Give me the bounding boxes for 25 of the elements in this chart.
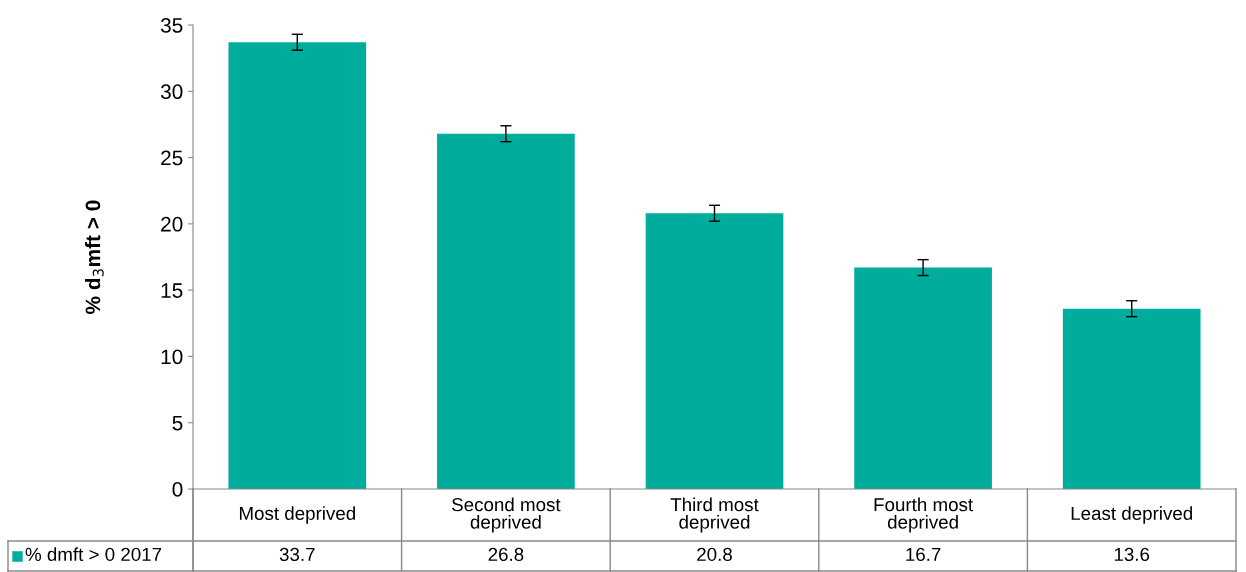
data-label: 26.8 [488, 547, 524, 562]
x-tick-label: Third most deprived [670, 497, 759, 533]
x-tick-label: Fourth most deprived [874, 497, 973, 533]
y-axis-title: % d$_{3}$mft > 0 [85, 200, 104, 314]
y-tick-label: 20 [161, 216, 183, 232]
data-label: 16.7 [906, 547, 941, 562]
bar [1062, 308, 1201, 489]
y-tick-label: 0 [172, 482, 183, 497]
y-tick-label: 5 [172, 415, 183, 431]
y-tick-label: 10 [161, 349, 183, 365]
y-tick-label: 15 [161, 283, 183, 298]
bar [437, 133, 575, 489]
x-tick-label: Least deprived [1071, 506, 1192, 524]
legend-label: % dmft > 0 2017 [25, 547, 162, 562]
bar [645, 213, 784, 489]
y-tick-label: 30 [160, 84, 183, 100]
data-label: 20.8 [697, 547, 732, 562]
y-tick-label: 25 [161, 150, 183, 166]
y-tick-label: 35 [160, 18, 183, 33]
x-tick-label: Most deprived [239, 506, 355, 524]
data-label: 13.6 [1114, 547, 1150, 562]
data-label: 33.7 [279, 547, 315, 562]
bar [228, 42, 367, 489]
x-tick-label: Second most deprived [452, 497, 561, 533]
bar [854, 267, 992, 489]
